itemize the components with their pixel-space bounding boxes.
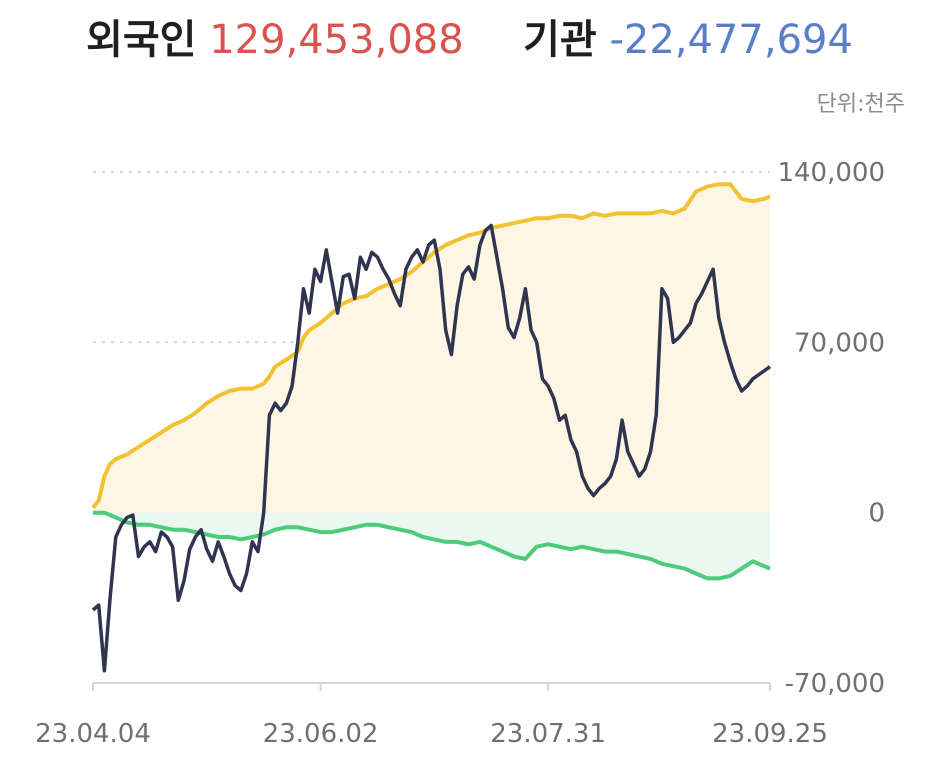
x-tick-label: 23.04.04 (35, 719, 151, 749)
yellow-area (93, 184, 770, 513)
institution-label: 기관 (523, 17, 597, 63)
unit-label: 단위:천주 (816, 92, 905, 117)
dark-series-line (91, 223, 772, 673)
y-tick-label: -70,000 (785, 669, 885, 699)
x-tick-label: 23.06.02 (263, 719, 379, 749)
y-tick-label: 0 (868, 499, 885, 529)
x-axis-ticks: 23.04.04 23.06.02 23.07.31 23.09.25 (35, 683, 828, 749)
y-tick-label: 140,000 (777, 158, 885, 188)
yellow-series-line (91, 182, 771, 510)
x-tick-label: 23.07.31 (490, 719, 606, 749)
y-axis-ticks: 140,000 70,000 0 -70,000 (777, 158, 885, 699)
foreign-value: 129,453,088 (209, 17, 464, 63)
institution-value: -22,477,694 (609, 17, 853, 63)
grid-lines (93, 171, 770, 684)
green-area (93, 512, 770, 579)
series-lines (91, 182, 772, 673)
y-tick-label: 70,000 (794, 328, 885, 358)
green-series-line (93, 510, 771, 581)
x-tick-label: 23.09.25 (712, 719, 828, 749)
chart-header: 외국인 129,453,088 기관 -22,477,694 (0, 0, 939, 80)
foreign-label: 외국인 (86, 17, 197, 63)
